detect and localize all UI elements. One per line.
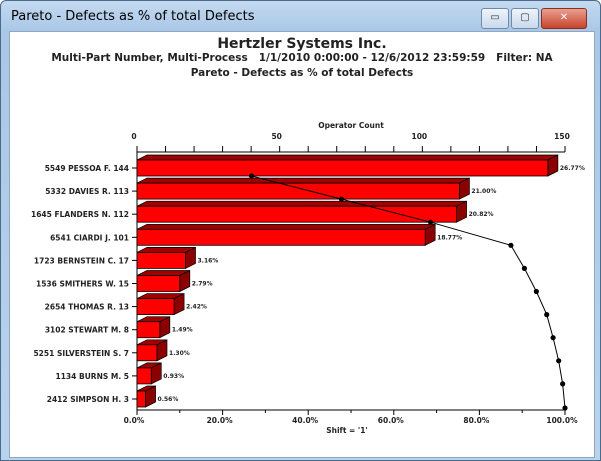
bottom-tick-label: 60.0% bbox=[378, 416, 405, 425]
cumulative-point bbox=[550, 335, 556, 341]
category-label: 6541 CIARDI J. 101 bbox=[50, 233, 129, 242]
top-tick-label: 50 bbox=[271, 132, 281, 141]
bar-top-face bbox=[136, 223, 436, 230]
percent-label: 3.16% bbox=[198, 257, 219, 264]
minimize-button[interactable]: ▭ bbox=[481, 8, 509, 29]
bar bbox=[136, 159, 549, 177]
category-label: 3102 STEWART M. 8 bbox=[45, 326, 129, 335]
top-tick-label: 100 bbox=[412, 132, 428, 141]
bar bbox=[136, 275, 181, 292]
bar bbox=[136, 367, 152, 385]
cumulative-point bbox=[562, 405, 568, 411]
maximize-button[interactable]: ▢ bbox=[511, 8, 539, 29]
bottom-tick-label: 40.0% bbox=[292, 416, 319, 425]
bar bbox=[136, 205, 457, 223]
category-label: 5332 DAVIES R. 113 bbox=[45, 187, 129, 196]
percent-label: 18.77% bbox=[437, 234, 462, 241]
bar bbox=[136, 182, 460, 200]
category-label: 1134 BURNS M. 5 bbox=[56, 372, 130, 381]
percent-label: 21.00% bbox=[471, 188, 496, 195]
percent-label: 26.77% bbox=[560, 165, 585, 172]
window-title: Pareto - Defects as % of total Defects bbox=[11, 9, 255, 24]
cumulative-point bbox=[248, 173, 255, 179]
bottom-tick-label: 80.0% bbox=[463, 416, 490, 425]
chart-title: Pareto - Defects as % of total Defects bbox=[190, 67, 414, 79]
percent-label: 1.30% bbox=[169, 350, 190, 357]
percent-label: 1.49% bbox=[172, 327, 193, 334]
cumulative-point bbox=[521, 265, 528, 271]
top-axis-title: Operator Count bbox=[318, 121, 384, 130]
bar bbox=[136, 228, 426, 246]
bar bbox=[136, 344, 158, 362]
percent-label: 2.42% bbox=[186, 304, 207, 311]
company-title: Hertzler Systems Inc. bbox=[217, 36, 387, 52]
percent-label: 0.93% bbox=[163, 373, 184, 380]
category-label: 1723 BERNSTEIN C. 17 bbox=[34, 256, 129, 265]
bar bbox=[136, 321, 161, 339]
cumulative-point bbox=[338, 196, 345, 202]
category-label: 2654 THOMAS R. 13 bbox=[45, 303, 129, 312]
bottom-tick-label: 0.0% bbox=[124, 416, 145, 425]
bar-top-face bbox=[136, 154, 559, 161]
bottom-axis-title: Shift = '1' bbox=[326, 426, 367, 435]
category-label: 5251 SILVERSTEIN S. 7 bbox=[33, 349, 129, 358]
bar bbox=[136, 298, 175, 316]
bar-top-face bbox=[136, 177, 470, 184]
category-label: 2412 SIMPSON H. 3 bbox=[47, 395, 129, 404]
top-tick-label: 150 bbox=[554, 132, 570, 141]
top-tick-label: 0 bbox=[131, 132, 136, 141]
bar bbox=[136, 390, 146, 408]
category-label: 1645 FLANDERS N. 112 bbox=[31, 210, 129, 219]
cumulative-point bbox=[508, 242, 514, 248]
bottom-tick-label: 100.0% bbox=[546, 416, 578, 425]
cumulative-point bbox=[533, 288, 539, 295]
bottom-tick-label: 20.0% bbox=[207, 416, 234, 425]
close-button[interactable]: ✕ bbox=[541, 8, 587, 29]
cumulative-point bbox=[560, 381, 566, 387]
category-label: 5549 PESSOA F. 144 bbox=[45, 164, 129, 173]
bar bbox=[136, 251, 186, 269]
bar-top-face bbox=[136, 200, 467, 207]
percent-label: 20.82% bbox=[469, 211, 494, 218]
cumulative-point bbox=[544, 312, 550, 318]
cumulative-point bbox=[556, 358, 562, 364]
percent-label: 0.56% bbox=[158, 396, 179, 403]
report-subtitle: Multi-Part Number, Multi-Process 1/1/201… bbox=[51, 52, 553, 64]
cumulative-point bbox=[427, 219, 434, 225]
category-label: 1536 SMITHERS W. 15 bbox=[36, 280, 129, 289]
percent-label: 2.79% bbox=[192, 281, 213, 288]
